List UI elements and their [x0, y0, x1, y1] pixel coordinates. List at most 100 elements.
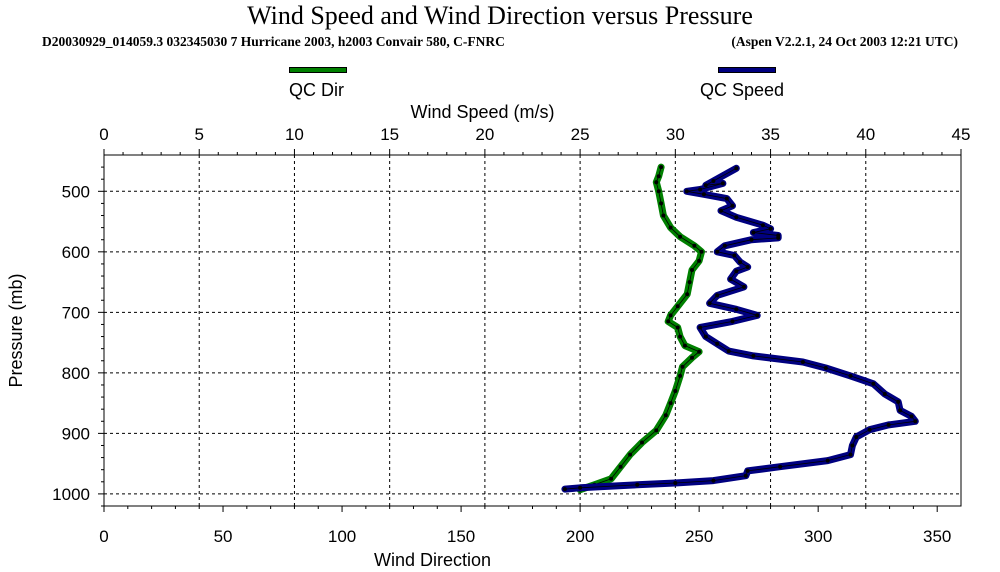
qc-dir-data-point: [682, 343, 687, 348]
legend-speed-swatch: [718, 67, 776, 73]
plot-frame: [103, 154, 962, 507]
y-axis-title: Pressure (mb): [6, 273, 26, 387]
qc-speed-data-point: [755, 313, 760, 318]
x-bottom-tick-label: 100: [328, 527, 356, 546]
series-layer: [561, 163, 919, 494]
qc-speed-data-point: [703, 183, 708, 188]
qc-dir-data-point: [640, 440, 644, 445]
x-top-axis-title: Wind Speed (m/s): [410, 102, 554, 122]
y-tick-label: 700: [62, 303, 90, 322]
qc-speed-data-point: [749, 237, 754, 242]
x-top-tick-label: 45: [952, 125, 971, 144]
qc-speed-data-point: [825, 458, 830, 463]
qc-speed-data-point: [673, 481, 678, 485]
legend-dir-label: QC Dir: [289, 80, 344, 100]
qc-dir-data-point: [678, 373, 683, 378]
qc-dir-data-point: [654, 428, 659, 433]
x-bottom-axis-title: Wind Direction: [374, 550, 491, 570]
qc-speed-data-point: [871, 381, 876, 386]
qc-speed-series-core: [564, 167, 917, 490]
qc-speed-data-point: [734, 166, 739, 171]
x-top-tick-label: 5: [194, 125, 203, 144]
qc-speed-data-point: [715, 249, 720, 254]
qc-dir-data-point: [697, 349, 702, 354]
qc-speed-data-point: [867, 427, 872, 432]
qc-speed-data-point: [711, 179, 716, 183]
qc-dir-series-core: [579, 166, 702, 491]
qc-speed-data-point: [776, 235, 781, 240]
qc-dir-data-point: [685, 292, 690, 297]
qc-speed-data-point: [719, 208, 723, 213]
y-tick-label: 1000: [52, 485, 90, 504]
x-top-tick-label: 20: [475, 125, 494, 144]
qc-speed-data-point: [734, 215, 739, 220]
qc-speed-data-point: [728, 277, 733, 282]
x-top-tick-label: 25: [571, 125, 590, 144]
qc-speed-data-point: [578, 485, 583, 490]
qc-speed-data-point: [730, 319, 735, 324]
qc-dir-data-point: [628, 452, 633, 457]
qc-speed-data-point: [909, 414, 914, 419]
qc-dir-data-point: [659, 165, 664, 170]
qc-dir-data-point: [680, 364, 685, 369]
qc-speed-data-point: [882, 392, 887, 396]
x-bottom-tick-label: 200: [566, 527, 594, 546]
x-top-tick-label: 10: [285, 125, 304, 144]
qc-speed-data-point: [913, 419, 918, 424]
qc-speed-series-line: [561, 164, 919, 493]
x-bottom-tick-label: 0: [99, 527, 108, 546]
qc-speed-data-point: [703, 334, 708, 339]
x-bottom-tick-label: 250: [685, 527, 713, 546]
qc-speed-data-point: [760, 223, 765, 228]
qc-speed-data-point: [768, 226, 773, 231]
qc-speed-data-point: [854, 435, 859, 439]
qc-dir-data-point: [663, 413, 668, 418]
qc-dir-data-point: [673, 389, 678, 393]
qc-dir-data-point: [678, 334, 683, 339]
qc-speed-data-point: [698, 187, 703, 192]
qc-speed-data-point: [778, 464, 783, 469]
qc-dir-data-point: [690, 355, 694, 360]
qc-dir-data-point: [618, 464, 623, 469]
qc-speed-data-point: [734, 307, 739, 312]
x-top-tick-label: 0: [99, 125, 108, 144]
qc-dir-data-point: [690, 268, 694, 272]
qc-speed-data-point: [701, 192, 706, 197]
x-top-tick-label: 35: [761, 125, 780, 144]
qc-speed-data-point: [743, 473, 748, 478]
qc-speed-data-point: [711, 478, 716, 483]
qc-dir-data-point: [668, 313, 673, 318]
qc-dir-data-point: [668, 401, 673, 406]
qc-dir-data-point: [666, 319, 671, 324]
qc-dir-data-point: [661, 213, 666, 218]
qc-dir-data-point: [609, 476, 614, 481]
qc-dir-data-point: [692, 243, 697, 248]
qc-dir-data-point: [675, 325, 680, 330]
aspen-version-text: (Aspen V2.2.1, 24 Oct 2003 12:21 UTC): [731, 34, 958, 49]
qc-speed-data-point: [896, 399, 901, 404]
x-top-tick-label: 40: [856, 125, 875, 144]
qc-dir-data-point: [678, 234, 683, 239]
qc-speed-data-point: [720, 181, 725, 186]
qc-dir-data-point: [668, 225, 673, 230]
y-tick-label: 800: [62, 364, 90, 383]
legend-speed-label: QC Speed: [700, 80, 785, 100]
qc-speed-data-point: [848, 452, 853, 457]
qc-speed-data-point: [738, 260, 743, 265]
qc-speed-data-point: [707, 301, 712, 306]
qc-speed-data-point: [635, 482, 640, 487]
y-tick-label: 600: [62, 243, 90, 262]
axis-labels: 500 600 700 800 900 1000 0 5 10 15 20 25 30 35 40 45 0 50…: [52, 125, 970, 546]
qc-dir-data-point: [656, 189, 661, 194]
qc-speed-data-point: [898, 408, 903, 413]
qc-speed-data-point: [745, 265, 750, 269]
qc-speed-data-point: [732, 253, 737, 258]
qc-speed-data-point: [745, 468, 750, 473]
qc-speed-data-point: [562, 487, 567, 492]
qc-speed-data-point: [823, 366, 828, 370]
qc-speed-data-point: [848, 373, 853, 378]
qc-speed-data-point: [722, 243, 727, 248]
qc-speed-data-point: [751, 230, 756, 235]
qc-dir-data-point: [699, 249, 704, 254]
legend-dir-swatch: [289, 67, 347, 73]
